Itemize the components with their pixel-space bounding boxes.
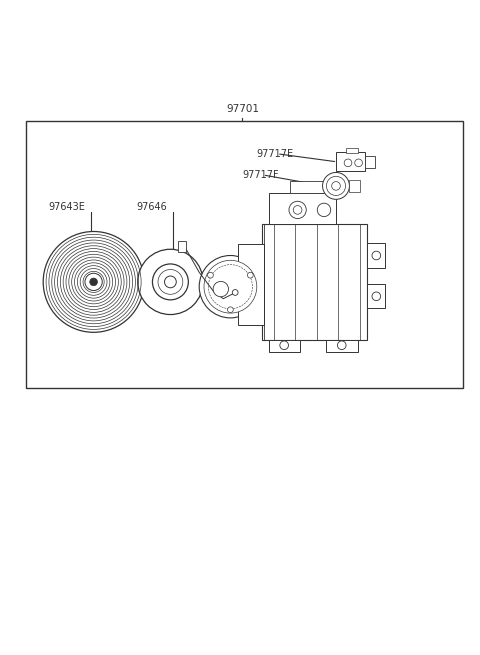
Text: 97701: 97701 <box>226 104 259 114</box>
Bar <box>26 121 463 388</box>
Text: 97643E: 97643E <box>48 202 85 212</box>
Circle shape <box>165 276 176 288</box>
Circle shape <box>337 341 346 350</box>
Circle shape <box>280 341 288 350</box>
Circle shape <box>213 282 228 297</box>
Text: 97717F: 97717F <box>242 170 279 180</box>
Text: 97717E: 97717E <box>257 149 294 159</box>
Bar <box>367 244 385 267</box>
Circle shape <box>332 181 340 190</box>
Circle shape <box>207 272 213 278</box>
Circle shape <box>228 307 233 312</box>
Bar <box>326 339 358 352</box>
Circle shape <box>207 276 234 303</box>
Circle shape <box>85 273 102 291</box>
Circle shape <box>138 250 203 314</box>
Circle shape <box>372 292 381 301</box>
Bar <box>349 180 360 192</box>
Bar <box>178 241 186 252</box>
Circle shape <box>323 172 349 199</box>
Circle shape <box>204 260 257 313</box>
Circle shape <box>248 272 253 278</box>
Bar <box>365 156 375 168</box>
Bar <box>346 149 358 153</box>
Circle shape <box>344 159 352 167</box>
Bar <box>269 193 336 224</box>
Bar <box>336 153 365 170</box>
Circle shape <box>232 290 238 295</box>
Circle shape <box>153 264 188 300</box>
Circle shape <box>289 201 306 219</box>
Bar <box>290 181 329 193</box>
Circle shape <box>43 231 144 332</box>
Circle shape <box>326 176 346 195</box>
Text: 97646: 97646 <box>137 202 168 212</box>
Bar <box>262 224 367 339</box>
Circle shape <box>90 278 97 286</box>
Circle shape <box>293 206 302 214</box>
Circle shape <box>199 255 262 318</box>
Circle shape <box>355 159 362 167</box>
Bar <box>238 244 264 325</box>
Bar <box>269 339 300 352</box>
Bar <box>367 284 385 309</box>
Circle shape <box>317 203 331 217</box>
Circle shape <box>372 251 381 260</box>
